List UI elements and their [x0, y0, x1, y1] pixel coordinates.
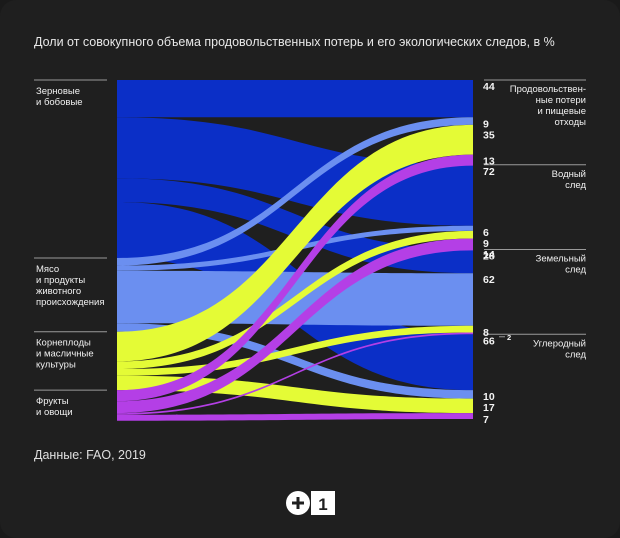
value-grains-water: 72 — [483, 166, 495, 178]
value-meat-land: 62 — [483, 274, 495, 286]
link-roots-loss — [117, 124, 473, 362]
value-grains-carbon: 66 — [483, 335, 495, 347]
source-label-meat: Мясо — [36, 264, 59, 275]
link-fruits-land — [117, 332, 473, 415]
link-meat-loss — [117, 117, 473, 266]
source-label-grains: Зерновые — [36, 86, 80, 97]
value-grains-land: 28 — [483, 251, 495, 263]
source-label-grains: и бобовые — [36, 97, 83, 108]
value-fruits-carbon: 7 — [483, 414, 489, 426]
value-roots-carbon: 17 — [483, 402, 495, 414]
target-label-land: след — [565, 265, 586, 276]
link-roots-water — [117, 230, 473, 369]
value-meat-carbon: 10 — [483, 391, 495, 403]
link-fruits-water — [117, 238, 473, 414]
target-label-loss: Продовольствен- — [510, 84, 586, 95]
target-label-water: след — [565, 180, 586, 191]
value-meat-water: 6 — [483, 227, 489, 239]
chart-title: Доли от совокупного объема продовольстве… — [34, 35, 555, 49]
logo-text: 1 — [318, 495, 327, 514]
link-fruits-carbon — [117, 413, 473, 421]
value-fruits-land: 2 — [507, 333, 511, 342]
value-roots-land: 8 — [483, 327, 489, 339]
target-label-land: Земельный — [536, 254, 586, 265]
source-label-roots: и масличные — [36, 349, 94, 360]
source-label-roots: культуры — [36, 360, 76, 371]
source-label-fruits: и овощи — [36, 407, 73, 418]
link-meat-carbon — [117, 323, 473, 399]
target-label-loss: отходы — [554, 117, 586, 128]
link-grains-water — [117, 117, 473, 226]
link-grains-loss — [117, 80, 473, 118]
value-fruits-loss: 13 — [483, 156, 495, 168]
target-label-loss: и пищевые — [537, 106, 586, 117]
value-roots-loss: 35 — [483, 129, 495, 141]
dividers-group — [34, 79, 586, 391]
target-label-carbon: след — [565, 349, 586, 360]
source-label-meat: происхождения — [36, 297, 104, 308]
target-label-carbon: Углеродный — [533, 338, 586, 349]
source-label-meat: и продукты — [36, 275, 85, 286]
links-group — [117, 80, 473, 421]
link-fruits-loss — [117, 154, 473, 402]
value-fruits-water: 14 — [483, 249, 495, 261]
value-grains-loss: 44 — [483, 81, 495, 93]
data-source: Данные: FAO, 2019 — [34, 448, 146, 462]
logo-icon: 1 — [286, 491, 335, 515]
target-label-water: Водный — [552, 169, 586, 180]
source-label-meat: животного — [36, 286, 81, 297]
source-label-roots: Корнеплоды — [36, 338, 91, 349]
target-label-loss: ные потери — [536, 95, 586, 106]
link-roots-land — [117, 325, 473, 376]
value-roots-water: 9 — [483, 238, 489, 250]
source-label-fruits: Фрукты — [36, 396, 69, 407]
value-meat-loss: 9 — [483, 118, 489, 130]
